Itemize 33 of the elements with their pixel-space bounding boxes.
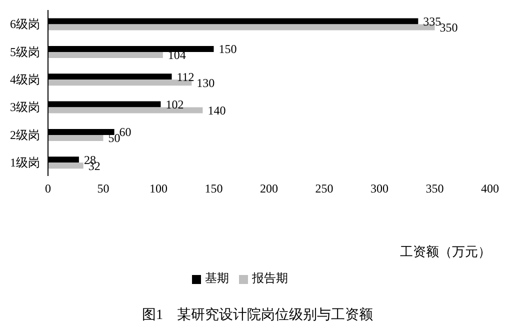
x-tick-label: 300 bbox=[370, 182, 388, 196]
legend-label: 报告期 bbox=[252, 271, 288, 285]
data-label: 335 bbox=[423, 14, 442, 29]
y-tick-label: 1级岗 bbox=[10, 155, 40, 170]
x-tick-label: 250 bbox=[315, 182, 334, 196]
x-tick-label: 0 bbox=[45, 182, 51, 196]
bar bbox=[48, 162, 84, 169]
data-label: 60 bbox=[119, 125, 132, 140]
bar bbox=[48, 107, 203, 114]
x-tick-label: 150 bbox=[204, 182, 223, 196]
y-tick-label: 2级岗 bbox=[10, 128, 40, 142]
data-label: 150 bbox=[218, 42, 237, 56]
y-tick-label: 3级岗 bbox=[10, 100, 40, 114]
x-tick-label: 400 bbox=[481, 182, 499, 196]
y-tick-label: 5级岗 bbox=[10, 44, 40, 59]
bar bbox=[48, 24, 435, 30]
data-label: 130 bbox=[196, 76, 215, 90]
legend-label: 基期 bbox=[205, 271, 229, 285]
x-tick-label: 200 bbox=[260, 182, 278, 196]
bar bbox=[48, 52, 163, 58]
bar bbox=[48, 134, 104, 141]
x-tick-label: 50 bbox=[97, 182, 110, 196]
x-axis-title: 工资额（万元） bbox=[400, 243, 491, 261]
data-label: 102 bbox=[166, 98, 184, 112]
data-label: 140 bbox=[208, 104, 226, 118]
bar bbox=[48, 80, 192, 86]
data-label: 350 bbox=[440, 20, 458, 35]
x-tick-label: 100 bbox=[150, 182, 168, 196]
y-tick-label: 4级岗 bbox=[10, 72, 40, 86]
x-tick-label: 350 bbox=[426, 182, 444, 196]
text: 图1 某研究设计院岗位级别与工资额 bbox=[141, 306, 374, 324]
y-tick-label: 6级岗 bbox=[10, 17, 40, 32]
data-label: 112 bbox=[176, 70, 194, 84]
